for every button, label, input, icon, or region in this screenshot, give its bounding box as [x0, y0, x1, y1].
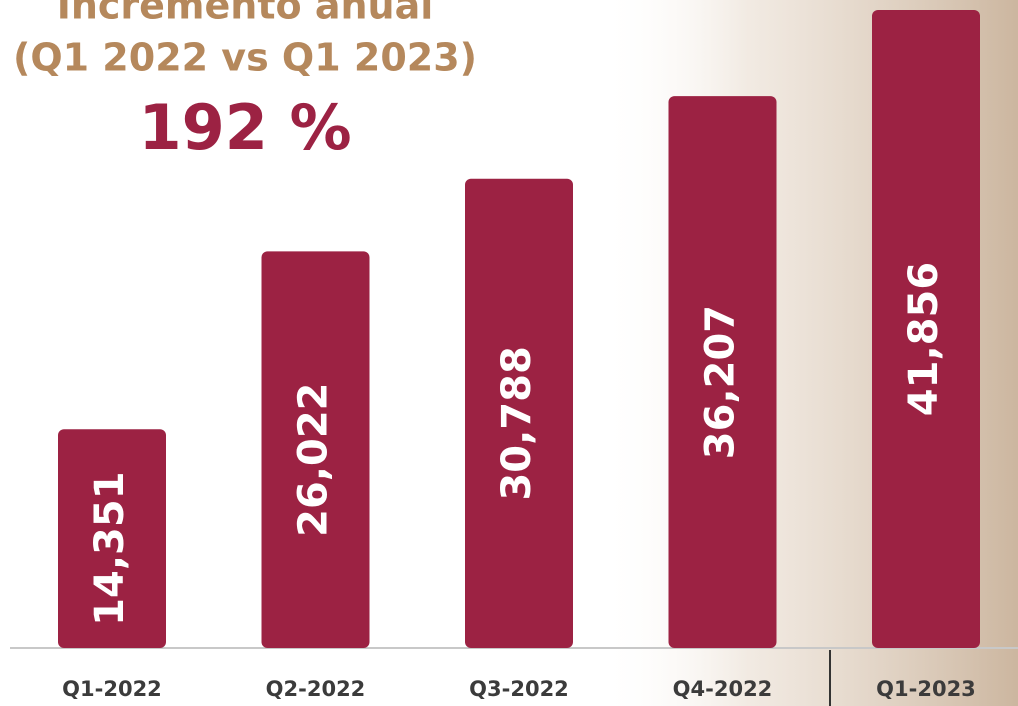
x-tick-label: Q2-2022 [266, 677, 366, 701]
x-tick-label: Q4-2022 [673, 677, 773, 701]
x-tick-label: Q3-2022 [469, 677, 569, 701]
annotation: 192 % [138, 91, 351, 164]
value-label: 36,207 [698, 305, 744, 459]
chart: Incremento anual (Q1 2022 vs Q1 2023) 19… [0, 0, 1018, 706]
chart-title: Incremento anual [57, 0, 434, 28]
page: Incremento anual (Q1 2022 vs Q1 2023) 19… [0, 0, 1018, 706]
chart-subtitle: (Q1 2022 vs Q1 2023) [13, 36, 477, 80]
x-tick-label: Q1-2022 [62, 677, 162, 701]
value-label: 30,788 [494, 346, 540, 500]
value-label: 41,856 [901, 262, 947, 416]
value-label: 14,351 [87, 471, 133, 625]
value-label: 26,022 [291, 382, 337, 536]
x-tick-label: Q1-2023 [876, 677, 976, 701]
